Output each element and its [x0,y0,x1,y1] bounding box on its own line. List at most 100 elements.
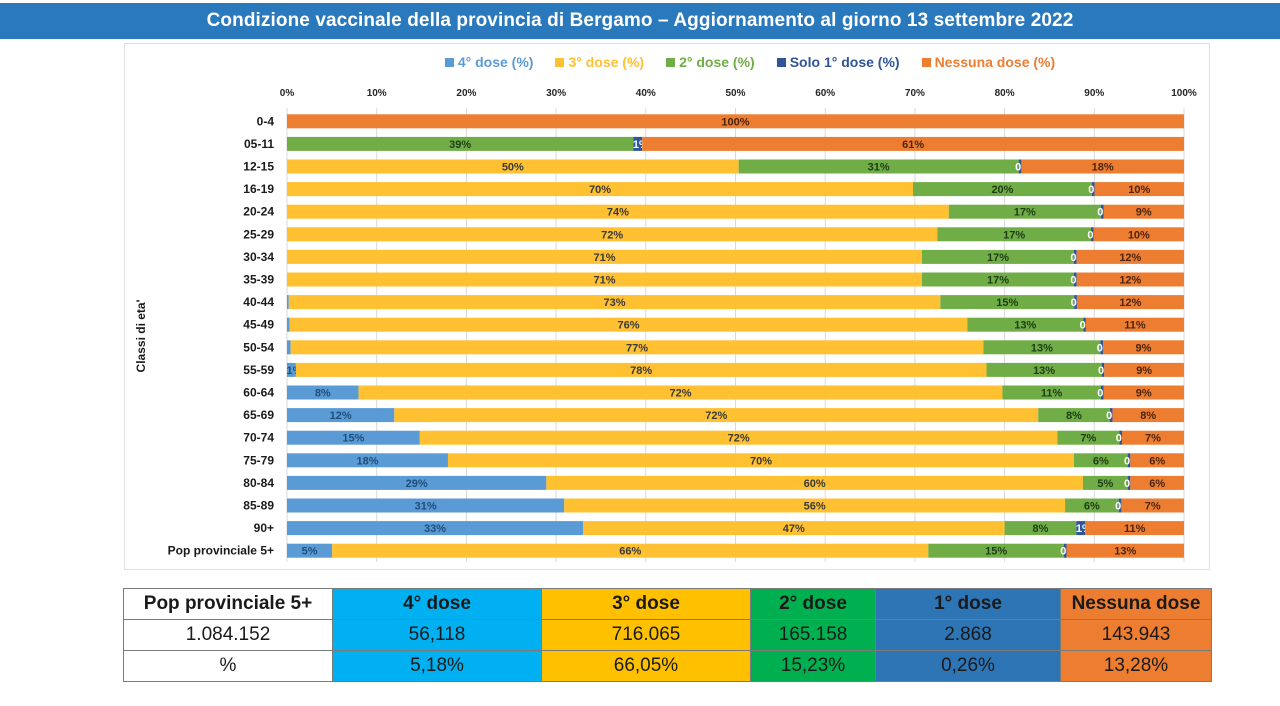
summary-cell: 2.868 [875,619,1061,651]
bar-dose2 [937,227,1091,242]
data-label-dose4: 12% [330,410,352,422]
bar-dose1 [1127,453,1131,468]
bar-dose2 [1002,385,1101,400]
data-label-dose3: 60% [804,478,826,490]
bar-none [1103,204,1184,219]
data-label-dose3: 76% [617,320,639,332]
bar-dose3 [287,159,739,174]
legend-swatch-dose2 [666,57,676,67]
bar-dose4 [287,430,420,445]
category-label: 60-64 [243,386,274,400]
bar-dose3 [287,182,914,197]
bar-dose1 [1090,227,1094,242]
x-tick-label: 100% [1171,88,1197,99]
bar-none [1103,340,1184,355]
x-tick-label: 60% [815,88,835,99]
bar-dose1 [633,136,643,151]
summary-header-population: Pop provinciale 5+ [123,588,333,620]
bar-dose1 [1109,408,1113,423]
data-label-none: 12% [1119,275,1141,287]
data-label-dose2: 15% [985,546,1007,558]
summary-cell: % [123,650,333,682]
legend-label-dose1: Solo 1° dose (%) [789,54,900,70]
bar-dose4 [287,408,395,423]
summary-table-row-counts: 1.084.152 56,118 716.065 165.158 2.868 1… [123,619,1212,651]
y-axis-title: Classi di eta' [134,299,148,372]
data-label-none: 7% [1145,433,1161,445]
summary-header-dose4: 4° dose [332,588,542,620]
data-label-none: 8% [1140,410,1156,422]
bar-dose1 [1076,521,1086,536]
bar-none [1085,317,1184,332]
category-label: 55-59 [243,363,274,377]
data-label-dose2: 7% [1080,433,1096,445]
data-label-dose4: 18% [356,455,378,467]
data-label-none: 9% [1136,207,1152,219]
legend-item-dose1: Solo 1° dose (%) [776,52,900,72]
category-label: 0-4 [257,114,275,128]
data-label-none: 12% [1119,297,1141,309]
bar-dose4 [287,475,547,490]
data-label-dose4: 31% [415,501,437,513]
summary-table: Pop provinciale 5+ 4° dose 3° dose 2° do… [123,588,1212,682]
category-label: 85-89 [243,499,274,513]
data-label-none: 10% [1128,184,1150,196]
summary-header-dose1: 1° dose [875,588,1061,620]
bar-none [1085,521,1184,536]
summary-cell: 0,26% [875,650,1061,682]
summary-header-dose3: 3° dose [541,588,751,620]
data-label-none: 11% [1124,320,1146,332]
bar-dose2 [913,182,1092,197]
summary-cell: 66,05% [541,650,751,682]
x-tick-label: 80% [995,88,1015,99]
data-label-dose2: 17% [1014,207,1036,219]
category-label: 90+ [254,521,274,535]
bar-dose3 [288,295,941,310]
data-label-dose2: 13% [1014,320,1036,332]
legend-label-dose4: 4° dose (%) [457,54,534,70]
data-label-dose3: 56% [804,501,826,513]
bar-dose3 [394,408,1039,423]
data-label-none: 6% [1149,478,1165,490]
x-tick-label: 20% [456,88,476,99]
bar-none [1094,182,1184,197]
bar-none [1130,475,1184,490]
category-label: 70-74 [243,431,274,445]
category-label: 75-79 [243,453,274,467]
data-label-dose3: 72% [601,229,623,241]
legend-item-dose4: 4° dose (%) [444,52,534,72]
data-label-dose3: 72% [728,433,750,445]
data-label-dose2: 5% [1097,478,1113,490]
data-label-none: 9% [1136,342,1152,354]
bar-dose1 [1118,498,1122,513]
category-label: 45-49 [243,318,274,332]
bar-dose1 [1018,159,1022,174]
data-label-none: 6% [1149,455,1165,467]
x-tick-label: 90% [1084,88,1104,99]
bar-dose3 [332,543,929,558]
x-tick-label: 40% [636,88,656,99]
category-label: 50-54 [243,340,274,354]
summary-cell: 13,28% [1060,650,1212,682]
bar-none [1122,430,1184,445]
data-label-dose3: 66% [619,546,641,558]
x-tick-label: 50% [725,88,745,99]
category-label: 25-29 [243,227,274,241]
bar-none [642,136,1184,151]
legend-swatch-dose3 [555,57,565,67]
bar-dose2 [940,295,1075,310]
category-label: 35-39 [243,273,274,287]
bar-dose3 [289,317,968,332]
data-label-dose3: 71% [593,252,615,264]
bar-dose2 [921,249,1074,264]
x-tick-label: 30% [546,88,566,99]
bar-dose4 [287,340,291,355]
data-label-dose2: 17% [987,275,1009,287]
data-label-dose2: 17% [1003,229,1025,241]
data-label-dose2: 13% [1031,342,1053,354]
data-label-none: 9% [1136,365,1152,377]
bar-dose2 [1082,475,1128,490]
bar-dose3 [546,475,1083,490]
summary-header-dose2: 2° dose [750,588,876,620]
